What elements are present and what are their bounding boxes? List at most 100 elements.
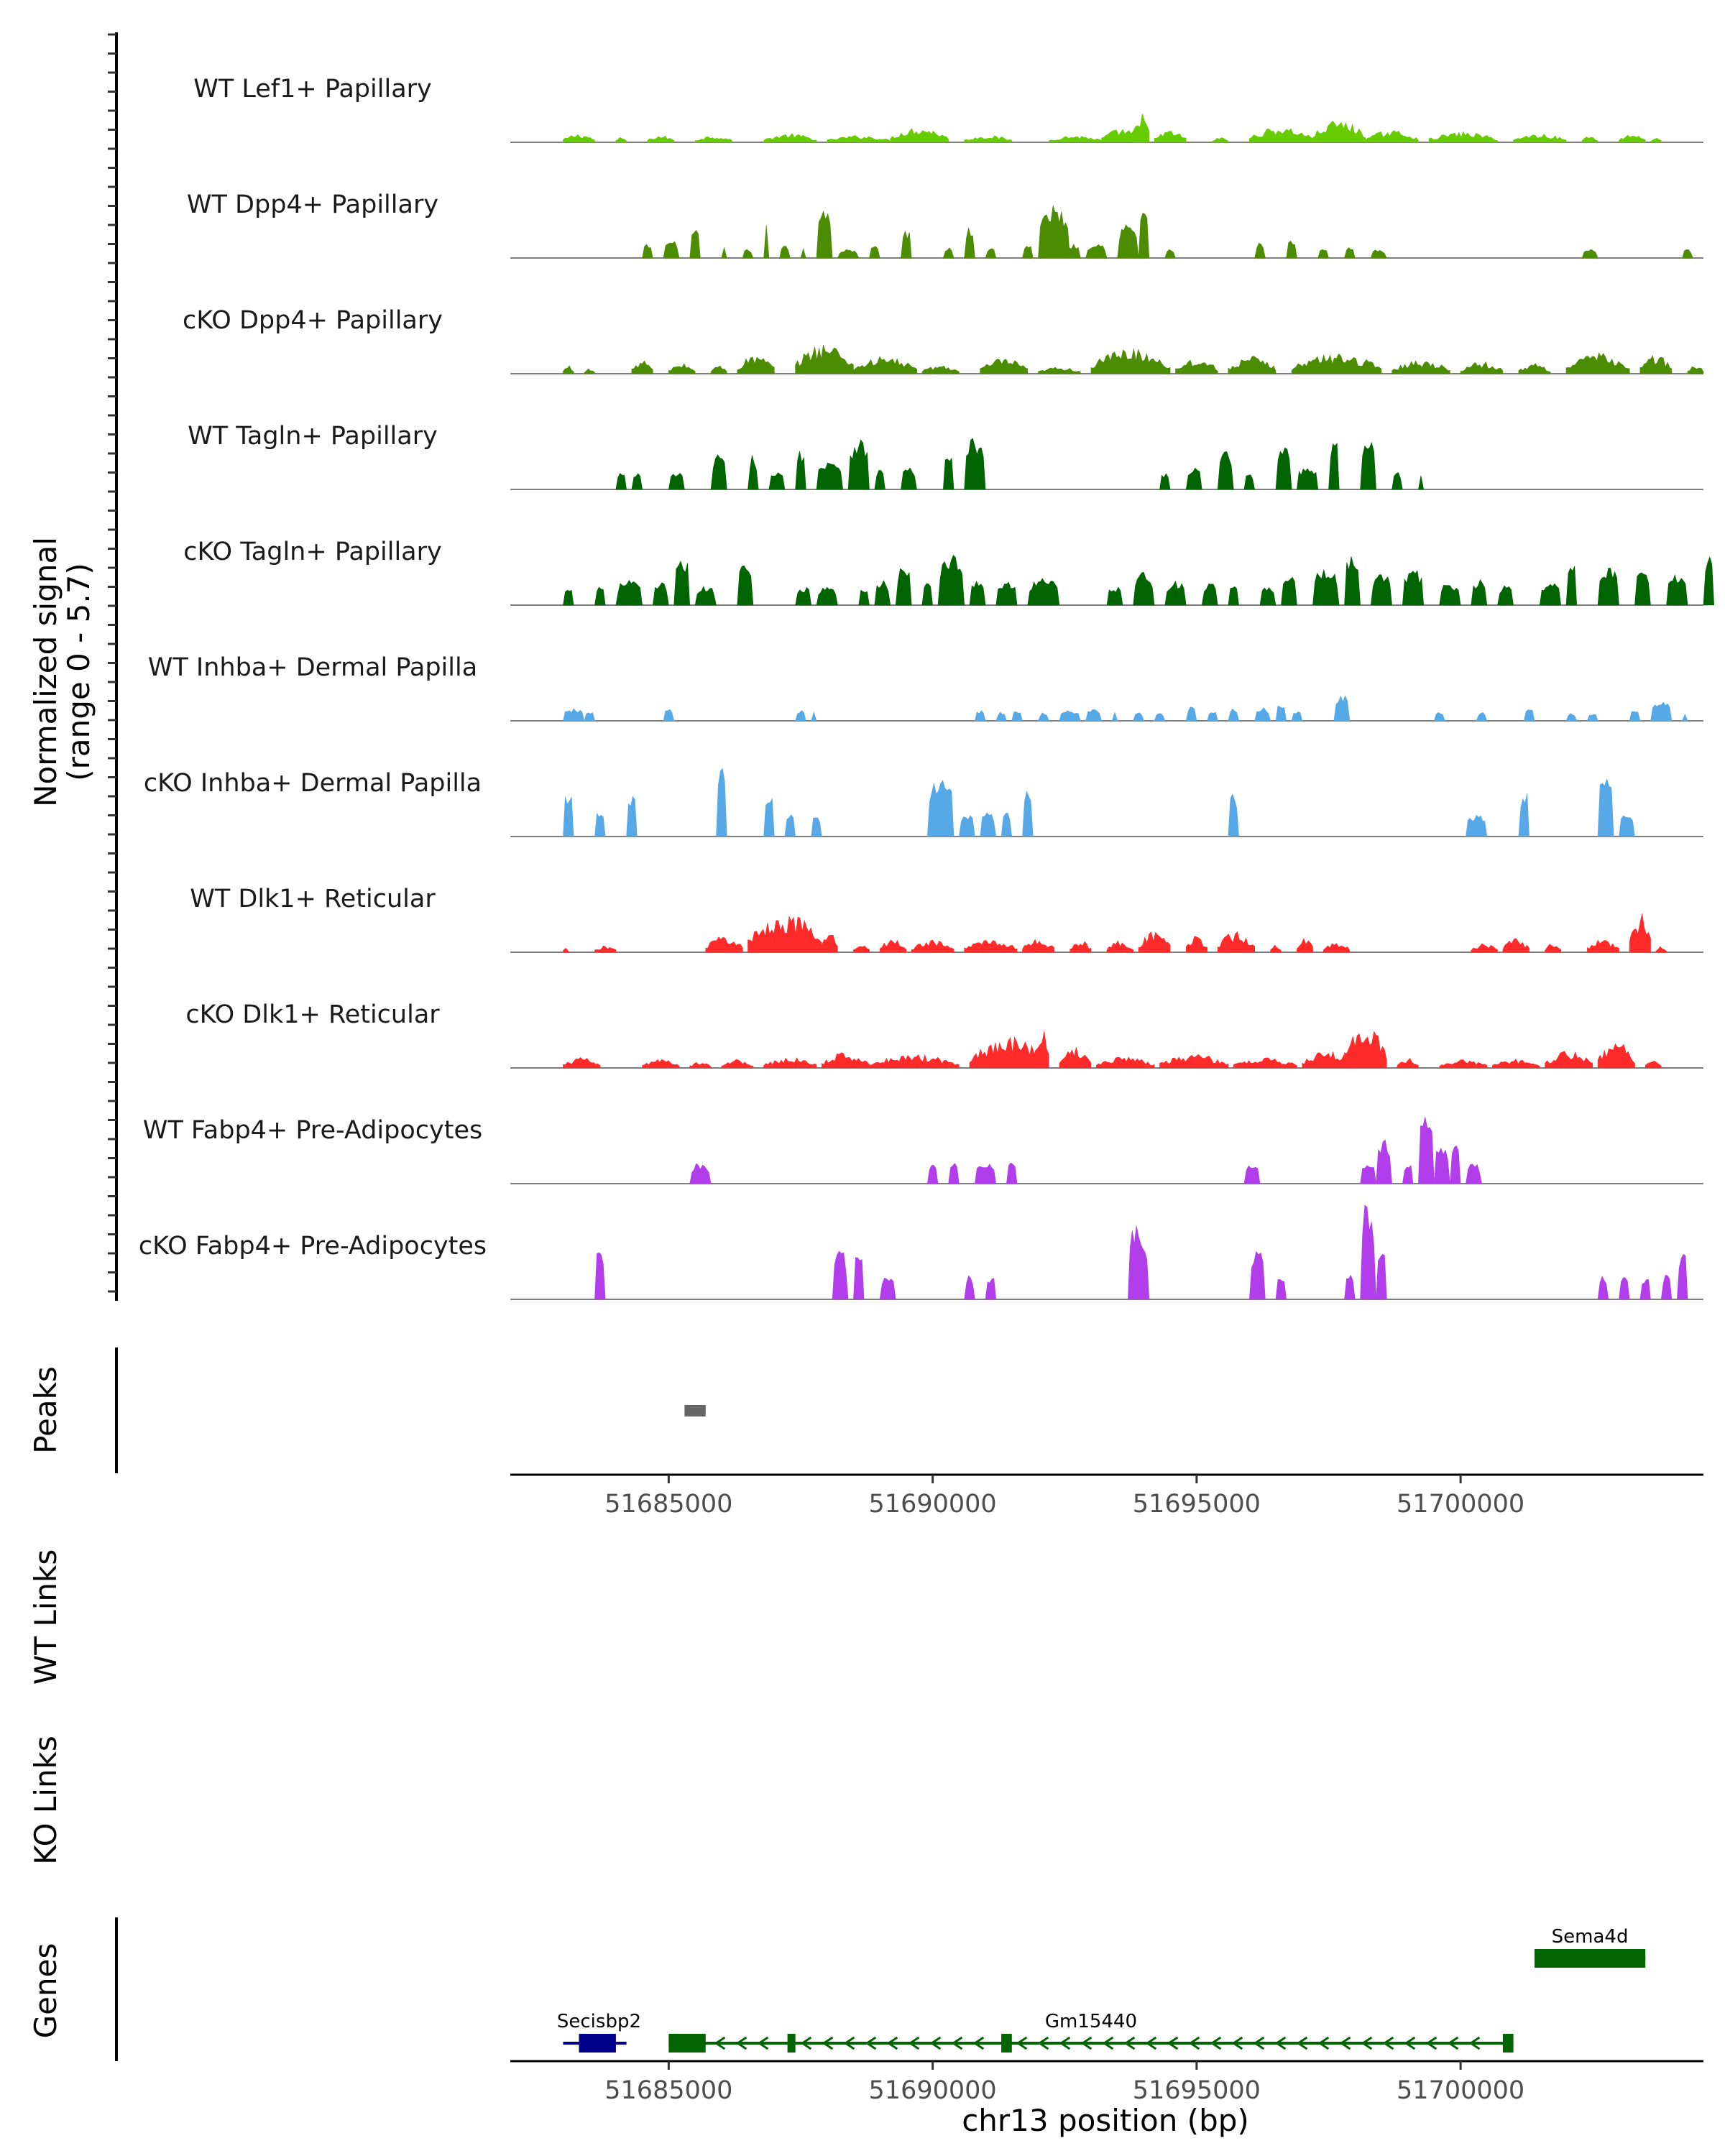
signal-peak [742,249,754,259]
strand-arrow [843,2036,855,2050]
signal-peak [689,1163,712,1184]
strand-arrow [1188,2036,1200,2050]
strand-arrow [1361,2036,1373,2050]
signal-peak [1217,451,1234,490]
signal-peak [926,1164,939,1184]
signal-peak [737,565,754,606]
signal-peak [721,1059,754,1069]
gene-exon [787,2034,796,2053]
genes-label: Genes [28,1943,63,2039]
x-tick-label: 51695000 [1133,1490,1261,1519]
strand-arrow [1425,2036,1438,2050]
signal-peak [1333,695,1351,722]
signal-peak [716,768,727,837]
signal-peak [1650,138,1662,143]
strand-arrow [1404,2036,1416,2050]
signal-peak [748,915,822,953]
signal-peak [1597,778,1614,837]
signal-peak [1064,244,1081,259]
signal-peak [1022,791,1034,837]
x-axis-ticks-bottom: 51685000 51690000 51695000 51700000 [604,2061,1524,2105]
signal-peak [1471,943,1498,953]
signal-peak [1344,1031,1387,1069]
signal-peak [1185,467,1202,490]
signal-peak [1011,711,1023,722]
signal-peak [668,363,696,374]
gene-exon [1534,1949,1646,1968]
signal-peak [1619,815,1635,837]
signal-peak [763,225,770,259]
signal-peak [652,582,669,606]
signal-peak [1418,1117,1435,1184]
signal-peak [563,1056,601,1069]
signal-peak [1565,352,1630,374]
signal-peak [879,939,907,953]
signal-peak [563,365,574,374]
signal-peak [1539,583,1562,606]
strand-arrow [1080,2036,1092,2050]
strand-arrow [1016,2036,1028,2050]
signal-peak [964,940,1018,953]
track-label: cKO Dpp4+ Papillary [183,306,443,335]
signal-peak [1565,713,1578,722]
signal-peak [1344,1274,1356,1300]
signal-peak [594,586,606,606]
signal-peak [584,368,595,374]
signal-peak [1402,1165,1414,1184]
signal-peak [1070,941,1092,953]
signal-peak [1059,710,1081,722]
signal-peak [1000,812,1013,837]
gene-gm15440: Gm15440 [668,2011,1514,2053]
signal-peak [1022,246,1034,259]
signal-peak [1660,1274,1673,1300]
signal-peak [795,586,812,606]
signal-peak [768,472,786,490]
signal-peak [1360,1165,1376,1184]
signal-peak [563,796,574,837]
signal-peak [975,710,986,722]
signal-peak [779,246,791,259]
signal-peak [869,1054,960,1069]
track-7: WT Dlk1+ Reticular [190,885,1703,953]
signal-peak [1138,213,1150,259]
gene-exon [1502,2034,1514,2053]
signal-peak [594,1252,606,1300]
signal-peak [1233,1057,1297,1069]
signal-peak [816,586,838,606]
signal-peak [1687,366,1704,374]
signal-peak [1297,938,1313,953]
signal-peak [1433,711,1445,722]
strand-arrow [714,2036,726,2050]
signal-peak [1392,360,1450,374]
signal-peak [1629,913,1651,953]
signal-peak [594,812,606,837]
signal-peak [563,134,595,143]
signal-peak [1597,567,1619,606]
strand-arrow [800,2036,812,2050]
signal-peak [705,936,743,953]
track-5: WT Inhba+ Dermal Papilla [148,653,1703,722]
signal-peak [811,817,822,837]
signal-peak [1275,1279,1287,1300]
signal-peak [1312,120,1366,143]
signal-peak [1655,946,1667,953]
strand-arrow [1253,2036,1265,2050]
signal-peak [980,359,1029,374]
signal-peak [1038,367,1081,374]
strand-arrow [1037,2036,1049,2050]
signal-tracks: WT Lef1+ Papillary WT Dpp4+ Papillary cKO … [139,75,1715,1300]
strand-arrow [1468,2036,1481,2050]
signal-peak [1212,137,1229,143]
gene-models: Secisbp2 Gm15440 Sema4d [557,1926,1646,2053]
strand-arrow [1317,2036,1330,2050]
signal-peak [964,228,975,259]
signal-peak [1581,137,1598,143]
signal-peak [1006,1162,1018,1184]
signal-peak [1365,130,1419,143]
signal-peak [858,589,870,606]
strand-arrow [1059,2036,1071,2050]
x-tick-label: 51685000 [604,2076,732,2105]
signal-peak [942,247,954,259]
strand-arrow [1231,2036,1243,2050]
signal-peak [1434,1147,1450,1184]
